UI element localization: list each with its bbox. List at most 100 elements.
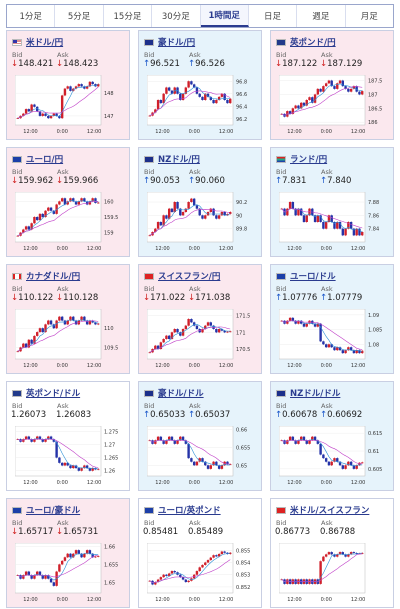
candle [204,215,207,219]
candle [291,202,295,209]
tab-2[interactable]: 15分足 [104,5,153,27]
candle [69,553,72,558]
candle [206,465,210,469]
candle [319,88,322,92]
candle [162,440,165,444]
rate-card[interactable]: 英ポンド/円 Bid Ask ↓187.122 ↓187.129 187.5 18… [270,30,394,140]
pair-link[interactable]: 豪ドル/ドル [158,389,204,399]
rate-card[interactable]: ユーロ/豪ドル Bid Ask ↓1.65717 ↓1.65731 1.66 1.… [6,498,130,608]
pair-link[interactable]: ユーロ/ドル [290,272,336,282]
ma-long-line [17,438,99,468]
pair-link[interactable]: スイスフラン/円 [158,272,221,282]
rate-card[interactable]: 米ドル/スイスフラン Bid Ask 0.86773 0.86788 12:00… [270,498,394,608]
rate-card[interactable]: 米ドル/円 Bid Ask ↓148.421 ↓148.423 148 147 12… [6,30,130,140]
x-tick-label: 12:00 [287,129,301,135]
candle [165,87,168,94]
candle [226,461,229,465]
candle [165,574,168,576]
pair-link[interactable]: ユーロ/豪ドル [26,506,81,516]
rate-card[interactable]: スイスフラン/円 Bid Ask ↓171.022 ↓171.038 171.5… [138,264,262,374]
ma-long-line [281,208,363,228]
trend-arrow-icon: ↓ [56,59,64,69]
y-tick-label: 1.27 [104,442,115,448]
candle [148,440,151,442]
candle [80,198,83,202]
candle [80,553,83,558]
nz-flag-icon [276,389,286,397]
pair-link[interactable]: ランド/円 [290,155,328,165]
pair-link[interactable]: NZドル/円 [158,155,200,165]
bid-label: Bid [276,168,287,176]
candle [69,465,72,469]
candle [352,86,356,89]
candle [77,84,81,87]
candle [16,575,19,576]
rate-card[interactable]: ランド/円 Bid Ask ↑7.831 ↑7.840 7.88 7.86 7.84… [270,147,394,257]
tab-3[interactable]: 30分足 [152,5,201,27]
x-tick-label: 12:00 [155,363,169,369]
candle [206,322,210,326]
price-chart[interactable]: 171.5 171 170.5 12:00 0:00 12:00 [147,309,255,371]
pair-link[interactable]: NZドル/ドル [290,389,341,399]
price-chart[interactable]: 7.88 7.86 7.84 12:00 0:00 12:00 [279,192,387,254]
candle [91,198,94,202]
candle [91,320,94,323]
pair-link[interactable]: 英ポンド/ドル [26,389,81,399]
price-chart[interactable]: 0.615 0.61 0.605 12:00 0:00 12:00 [279,426,387,488]
x-tick-label: 0:00 [189,480,200,486]
tab-5[interactable]: 日足 [249,5,298,27]
tab-4[interactable]: 1時間足 [200,5,249,27]
price-chart[interactable]: 12:00 0:00 12:00 [279,543,387,605]
x-tick-label: 12:00 [219,363,233,369]
candle [72,198,75,202]
rate-card[interactable]: NZドル/円 Bid Ask ↑90.053 ↑90.060 90.2 90 89.… [138,147,262,257]
price-chart[interactable]: 96.896.696.496.212:00 0:00 12:00 [147,75,255,137]
candle [327,552,331,555]
card-header: 英ポンド/ドル [12,387,80,399]
ask-value: ↑0.65037 [188,410,231,420]
pair-link[interactable]: 英ポンド/円 [290,38,336,48]
x-tick-label: 12:00 [155,129,169,135]
candle [355,350,358,354]
candle [220,329,224,331]
pair-link[interactable]: 米ドル/スイスフラン [290,506,370,516]
pair-link[interactable]: 豪ドル/円 [158,38,196,48]
pair-link[interactable]: カナダドル/円 [26,272,81,282]
pair-link[interactable]: ユーロ/円 [26,155,64,165]
rate-card[interactable]: 豪ドル/ドル Bid Ask ↑0.65033 ↑0.65037 0.66 0.6… [138,381,262,491]
rate-card[interactable]: NZドル/ドル Bid Ask ↑0.60678 ↑0.60692 0.615 0… [270,381,394,491]
rate-card[interactable]: 英ポンド/ドル Bid Ask 1.26073 1.26083 1.275 1.2… [6,381,130,491]
candle [165,215,168,219]
price-chart[interactable]: 1.09 1.085 1.08 12:00 0:00 12:00 [279,309,387,371]
card-header: 豪ドル/ドル [144,387,204,399]
rate-card[interactable]: 豪ドル/円 Bid Ask ↑96.521 ↑96.526 96.8 96.6 96… [138,30,262,140]
plot-area [15,75,102,126]
tab-6[interactable]: 週足 [297,5,346,27]
rate-card[interactable]: ユーロ/円 Bid Ask ↓159.962 ↓159.966 160 159.5… [6,147,130,257]
rate-card[interactable]: ユーロ/ドル Bid Ask ↑1.07776 ↑1.07779 1.09 1.0… [270,264,394,374]
rate-card[interactable]: カナダドル/円 Bid Ask ↓110.122 ↓110.128 110 109… [6,264,130,374]
tab-1[interactable]: 5分足 [55,5,104,27]
price-chart[interactable]: 160 159.5 159 12:00 0:00 12:00 [15,192,123,254]
candle [47,575,50,579]
trend-arrow-icon: ↓ [11,176,19,186]
price-chart[interactable]: 1.66 1.655 1.65 12:00 0:00 12:00 [15,543,123,605]
candle [27,226,31,230]
tab-7[interactable]: 月足 [360,12,378,22]
tab-0[interactable]: 1分足 [7,5,56,27]
price-chart[interactable]: 0.66 0.655 0.65 12:00 0:00 12:00 [147,426,255,488]
price-chart[interactable]: 110 109.5 12:00 0:00 12:00 [15,309,123,371]
price-chart[interactable]: 148 147 12:00 0:00 12:00 [15,75,123,137]
candle [66,553,69,558]
rate-card[interactable]: ユーロ/英ポンド Bid Ask 0.85481 0.85489 0.855 0.… [138,498,262,608]
pair-link[interactable]: 米ドル/円 [26,38,64,48]
price-chart[interactable]: 90.2 90 89.8 12:00 0:00 12:00 [147,192,255,254]
y-tick-label: 1.265 [104,456,118,462]
pair-link[interactable]: ユーロ/英ポンド [158,506,221,516]
candle [22,113,25,116]
ma-long-line [149,209,231,236]
x-tick-label: 12:00 [155,597,169,603]
